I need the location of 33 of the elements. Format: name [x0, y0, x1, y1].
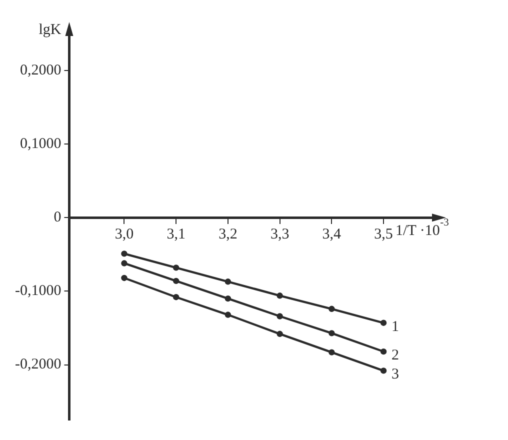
- y-tick-label: 0: [54, 210, 62, 226]
- point: [121, 260, 128, 266]
- point: [328, 349, 335, 356]
- point: [172, 294, 180, 300]
- point: [224, 295, 232, 302]
- series-label: 3: [392, 366, 400, 383]
- point: [328, 330, 335, 336]
- point: [276, 313, 283, 320]
- point: [380, 320, 387, 326]
- point: [121, 274, 128, 282]
- y-tick-label: -0,2000: [14, 356, 62, 373]
- point: [276, 330, 283, 338]
- point: [380, 368, 387, 374]
- series-label: 1: [392, 318, 400, 335]
- y-axis-title: lgK: [38, 22, 62, 38]
- series-label: 2: [392, 348, 400, 364]
- x-tick-label: 3,2: [218, 226, 238, 243]
- x-tick-label: 3,3: [270, 226, 290, 243]
- point: [328, 306, 335, 312]
- x-tick-label: 3,0: [114, 226, 134, 243]
- point: [121, 250, 128, 257]
- y-tick-label: -0,1000: [14, 283, 62, 300]
- x-tick-label: 3,1: [166, 226, 186, 243]
- y-tick-label: 0,1000: [20, 136, 62, 152]
- y-tick-label: 0,2000: [20, 62, 62, 78]
- point: [224, 312, 232, 318]
- x-tick-label: 3,5: [374, 226, 393, 243]
- point: [380, 348, 387, 355]
- point: [172, 264, 180, 271]
- point: [172, 278, 180, 284]
- point: [276, 292, 283, 299]
- x-tick-label: 3,4: [322, 226, 342, 243]
- point: [224, 278, 232, 285]
